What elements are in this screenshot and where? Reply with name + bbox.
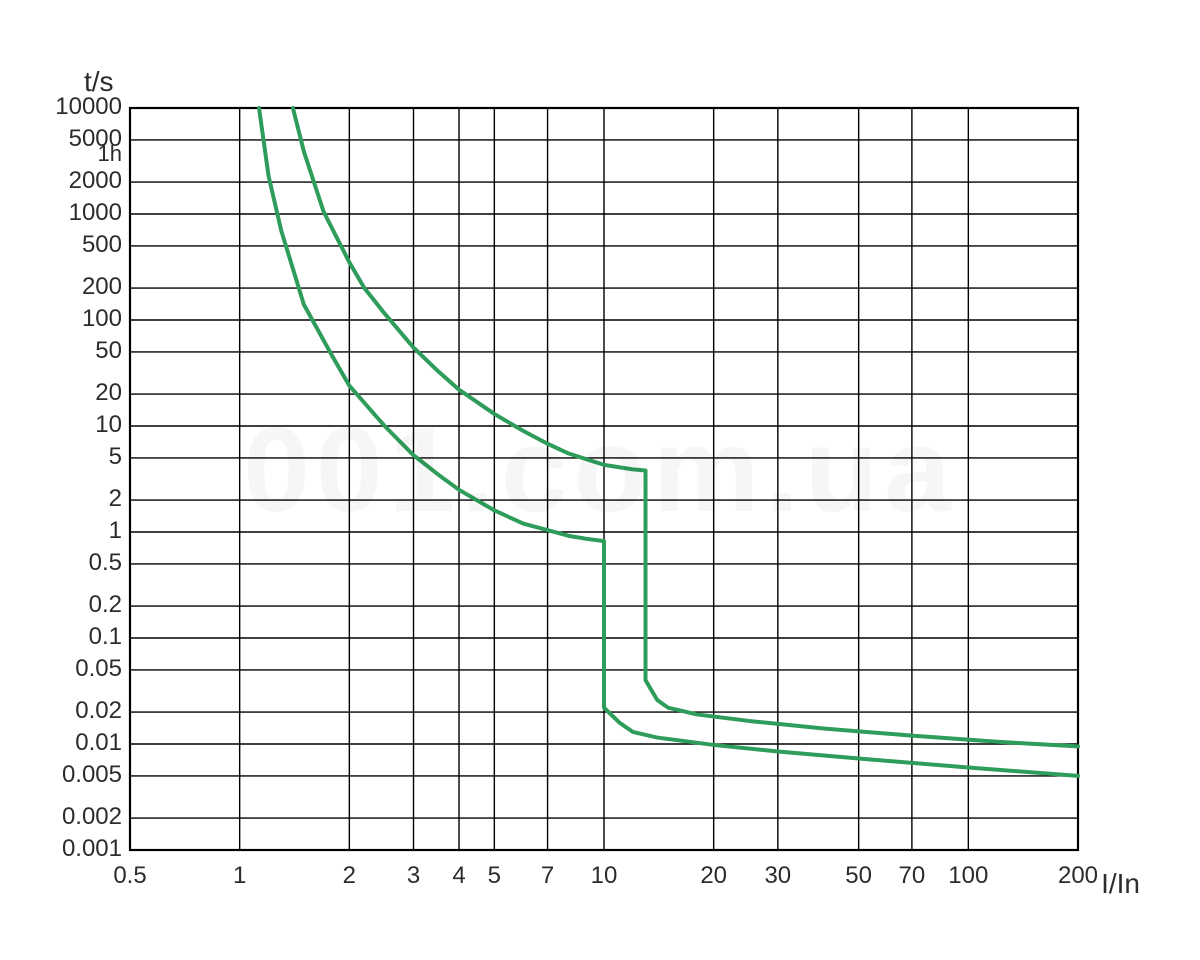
- y-tick-label: 0.001: [62, 835, 122, 863]
- trip-curve-chart: t/s I/In 0.0010.0020.0050.010.020.050.10…: [0, 0, 1200, 960]
- y-tick-label: 0.01: [75, 729, 122, 757]
- y-tick-label: 5: [109, 443, 122, 471]
- y-tick-label: 200: [82, 273, 122, 301]
- x-tick-label: 7: [541, 862, 554, 890]
- y-tick-label: 20: [95, 379, 122, 407]
- x-tick-label: 30: [764, 862, 791, 890]
- y-tick-label: 50: [95, 337, 122, 365]
- chart-svg: [0, 0, 1200, 960]
- x-tick-label: 20: [700, 862, 727, 890]
- y-tick-label: 10000: [55, 93, 122, 121]
- x-tick-label: 50: [845, 862, 872, 890]
- y-tick-label: 0.02: [75, 697, 122, 725]
- y-tick-label: 0.5: [89, 549, 122, 577]
- y-tick-label: 1: [109, 517, 122, 545]
- y-tick-label: 0.005: [62, 761, 122, 789]
- x-tick-label: 70: [899, 862, 926, 890]
- y-tick-label: 0.2: [89, 591, 122, 619]
- y-tick-label: 0.002: [62, 803, 122, 831]
- x-tick-label: 1: [233, 862, 246, 890]
- x-tick-label: 200: [1058, 862, 1098, 890]
- x-tick-label: 3: [407, 862, 420, 890]
- y-tick-label: 0.1: [89, 623, 122, 651]
- y-tick-label: 0.05: [75, 655, 122, 683]
- x-axis-title: I/In: [1101, 868, 1140, 900]
- y-tick-label: 1000: [69, 199, 122, 227]
- y-tick-label: 100: [82, 305, 122, 333]
- x-tick-label: 0.5: [113, 862, 146, 890]
- x-tick-label: 5: [488, 862, 501, 890]
- y-tick-label: 2000: [69, 167, 122, 195]
- x-tick-label: 4: [452, 862, 465, 890]
- x-tick-label: 100: [948, 862, 988, 890]
- y-tick-label: 2: [109, 485, 122, 513]
- y-tick-label: 500: [82, 231, 122, 259]
- y-tick-label: 10: [95, 411, 122, 439]
- x-tick-label: 2: [343, 862, 356, 890]
- y-extra-label: 1h: [98, 141, 122, 167]
- x-tick-label: 10: [591, 862, 618, 890]
